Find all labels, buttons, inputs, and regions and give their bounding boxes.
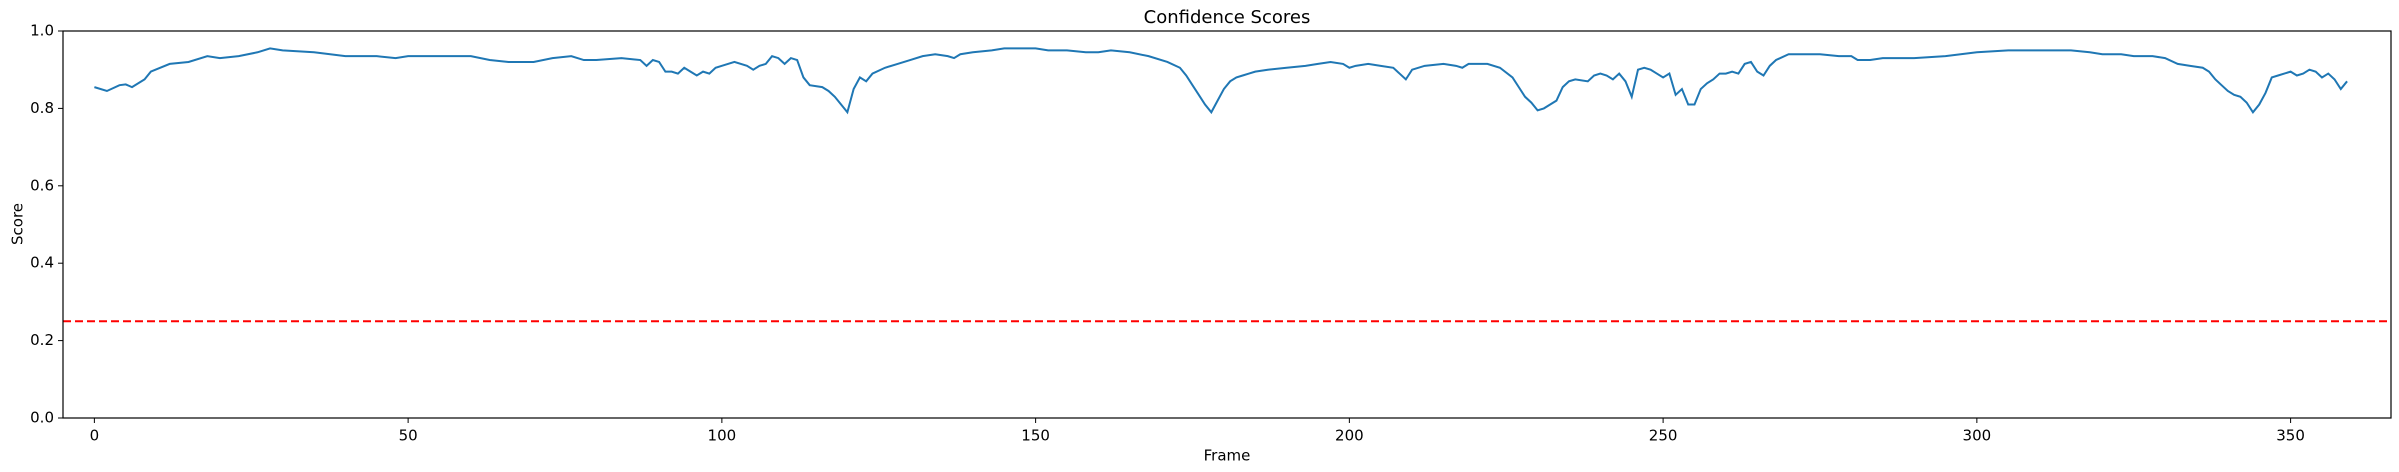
x-tick-label: 0 [90,427,100,445]
y-tick-label: 0.8 [30,99,54,117]
y-tick-label: 0.2 [30,331,54,349]
y-axis-label: Score [9,203,27,245]
x-tick-label: 300 [1963,427,1992,445]
data-line [94,47,2348,115]
x-axis-label: Frame [1204,447,1251,465]
x-tick-label: 350 [2276,427,2305,445]
plot-frame [62,30,2392,419]
x-tick-label: 50 [399,427,418,445]
y-tick-label: 0.0 [30,409,54,427]
y-tick-label: 1.0 [30,22,54,40]
x-tick-label: 200 [1335,427,1364,445]
x-tick-label: 250 [1649,427,1678,445]
y-tick-label: 0.4 [30,254,54,272]
chart-title: Confidence Scores [1144,7,1311,28]
x-tick-label: 150 [1021,427,1050,445]
x-tick-label: 100 [708,427,737,445]
y-tick-label: 0.6 [30,176,54,194]
